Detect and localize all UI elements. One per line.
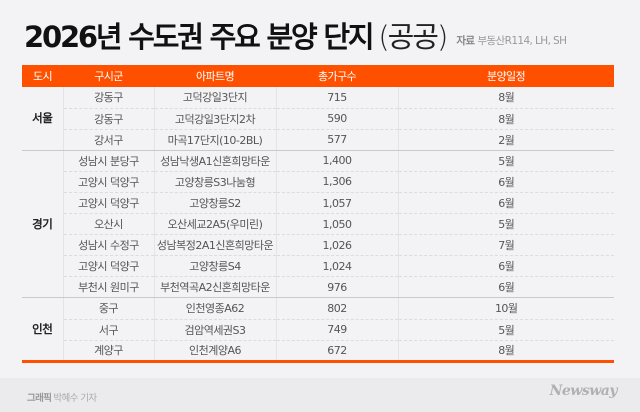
schedule-cell: 5월: [397, 319, 614, 341]
table-row: 오산시 오산세교2A5(우미린) 1,050 5월: [22, 213, 614, 236]
col-district: 구시군: [63, 65, 154, 87]
header: 2026년 수도권 주요 분양 단지 (공공) 자료 부동산R114, LH, S…: [24, 20, 567, 54]
table-row: 성남시 수정구 성남복정2A1신혼희망타운 1,026 7월: [22, 234, 614, 257]
newsway-logo: Newsway: [549, 383, 618, 399]
units-cell: 1,026: [275, 234, 398, 257]
district-cell: 강동구: [62, 108, 154, 130]
credit-label: 그래픽: [27, 393, 52, 404]
apartment-cell: 고양창릉S2: [153, 192, 276, 215]
table-row: 고양시 덕양구 고양창릉S3나눔형 1,306 6월: [22, 171, 614, 193]
footer: 그래픽 박혜수 기자 Newsway: [0, 378, 640, 412]
apartment-cell: 마곡17단지(10-2BL): [153, 129, 276, 151]
source-label: 자료: [456, 35, 475, 47]
district-cell: 강동구: [62, 87, 154, 109]
district-cell: 고양시 덕양구: [62, 255, 154, 278]
col-schedule: 분양일정: [398, 65, 614, 87]
source-value: 부동산R114, LH, SH: [477, 35, 567, 47]
table-row: 강서구 마곡17단지(10-2BL) 577 2월: [22, 129, 614, 151]
units-cell: 1,024: [275, 255, 398, 278]
district-cell: 부천시 원미구: [62, 276, 154, 299]
table-row: 서구 검암역세권S3 749 5월: [22, 319, 614, 341]
table-row: 부천시 원미구 부천역곡A2신혼희망타운 976 6월: [22, 276, 614, 299]
apartment-cell: 고양창릉S4: [153, 255, 276, 278]
city-cell: 경기: [22, 150, 63, 299]
apartment-cell: 인천계양A6: [153, 340, 276, 363]
apartment-cell: 고양창릉S3나눔형: [153, 171, 276, 193]
page-title: 2026년 수도권 주요 분양 단지: [24, 20, 375, 54]
units-cell: 715: [275, 87, 398, 109]
table-row: 계양구 인천계양A6 672 8월: [22, 340, 614, 363]
schedule-cell: 6월: [397, 255, 614, 278]
district-cell: 서구: [62, 319, 154, 341]
table-row: 강동구 고덕강일3단지2차 590 8월: [22, 108, 614, 130]
district-cell: 성남시 분당구: [62, 150, 154, 172]
district-cell: 중구: [62, 297, 154, 320]
table-row: 경기 성남시 분당구 성남낙생A1신혼희망타운 1,400 5월: [22, 150, 614, 299]
units-cell: 976: [275, 276, 398, 299]
district-cell: 계양구: [62, 340, 154, 363]
apartment-cell: 성남낙생A1신혼희망타운: [153, 150, 276, 172]
table-header-row: 도시 구시군 아파트명 총가구수 분양일정: [22, 65, 614, 87]
schedule-cell: 8월: [397, 108, 614, 130]
source-note: 자료 부동산R114, LH, SH: [456, 33, 567, 54]
table-row: 인천 중구 인천영종A62 802 10월: [22, 297, 614, 363]
page-title-suffix: (공공): [378, 20, 448, 54]
schedule-cell: 8월: [397, 340, 614, 363]
units-cell: 1,050: [275, 213, 398, 236]
units-cell: 1,057: [275, 192, 398, 215]
apartment-cell: 검암역세권S3: [153, 319, 276, 341]
table-row: 고양시 덕양구 고양창릉S4 1,024 6월: [22, 255, 614, 278]
schedule-cell: 2월: [397, 129, 614, 151]
col-units: 총가구수: [276, 65, 398, 87]
supply-table: 도시 구시군 아파트명 총가구수 분양일정 서울 강동구 고덕강일3단지 715…: [22, 65, 614, 363]
apartment-cell: 오산세교2A5(우미린): [153, 213, 276, 236]
district-cell: 고양시 덕양구: [62, 171, 154, 193]
schedule-cell: 5월: [397, 213, 614, 236]
col-city: 도시: [22, 65, 63, 87]
district-cell: 오산시: [62, 213, 154, 236]
apartment-cell: 부천역곡A2신혼희망타운: [153, 276, 276, 299]
credit-name: 박혜수 기자: [53, 393, 97, 404]
schedule-cell: 5월: [397, 150, 614, 172]
table-row: 고양시 덕양구 고양창릉S2 1,057 6월: [22, 192, 614, 215]
district-cell: 성남시 수정구: [62, 234, 154, 257]
units-cell: 802: [275, 297, 398, 320]
apartment-cell: 성남복정2A1신혼희망타운: [153, 234, 276, 257]
units-cell: 1,306: [275, 171, 398, 193]
schedule-cell: 8월: [397, 87, 614, 109]
district-cell: 강서구: [62, 129, 154, 151]
units-cell: 577: [275, 129, 398, 151]
units-cell: 590: [275, 108, 398, 130]
apartment-cell: 인천영종A62: [153, 297, 276, 320]
district-cell: 고양시 덕양구: [62, 192, 154, 215]
schedule-cell: 10월: [397, 297, 614, 320]
apartment-cell: 고덕강일3단지2차: [153, 108, 276, 130]
city-cell: 인천: [22, 297, 63, 363]
units-cell: 672: [275, 340, 398, 363]
apartment-cell: 고덕강일3단지: [153, 87, 276, 109]
col-apartment: 아파트명: [154, 65, 276, 87]
units-cell: 749: [275, 319, 398, 341]
units-cell: 1,400: [275, 150, 398, 172]
schedule-cell: 6월: [397, 192, 614, 215]
schedule-cell: 7월: [397, 234, 614, 257]
city-cell: 서울: [22, 87, 63, 151]
schedule-cell: 6월: [397, 276, 614, 299]
table-row: 서울 강동구 고덕강일3단지 715 8월: [22, 87, 614, 151]
schedule-cell: 6월: [397, 171, 614, 193]
graphic-credit: 그래픽 박혜수 기자: [27, 390, 97, 404]
